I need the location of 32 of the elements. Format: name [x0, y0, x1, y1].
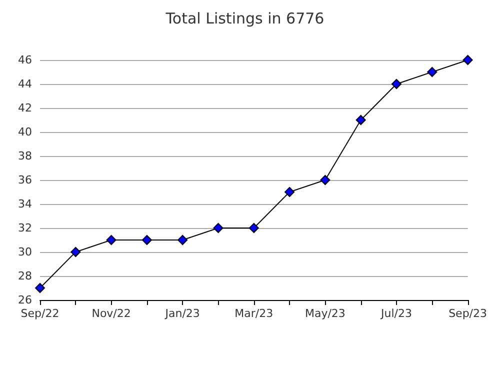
y-tick-label: 40 [18, 126, 32, 138]
point [462, 55, 473, 65]
x-tick-label: Jan/23 [164, 307, 200, 320]
point [356, 115, 366, 125]
point [248, 223, 259, 233]
point [391, 79, 402, 89]
x-tick-label: Sep/22 [20, 307, 60, 320]
point [427, 67, 438, 77]
point [320, 175, 330, 185]
y-tick-label: 30 [18, 246, 32, 258]
y-tick-label: 28 [18, 270, 32, 282]
y-tick-label: 44 [18, 78, 32, 90]
x-tick-label: Jul/23 [380, 307, 412, 320]
point [213, 223, 224, 233]
y-tick-label: 26 [18, 294, 32, 306]
point [284, 187, 295, 197]
y-tick-label: 46 [18, 54, 32, 66]
x-tick-label: Nov/22 [92, 307, 131, 320]
y-tick-label: 38 [18, 150, 32, 162]
point [70, 247, 81, 257]
point [106, 235, 116, 245]
y-tick-label: 32 [18, 222, 32, 234]
chart-title: Total Listings in 6776 [164, 10, 324, 28]
y-tick-label: 42 [18, 102, 32, 114]
y-tick-label: 36 [18, 174, 32, 186]
x-tick-label: Mar/23 [234, 307, 274, 320]
point [35, 283, 45, 293]
x-tick-label: Sep/23 [448, 307, 487, 320]
point [178, 235, 188, 245]
point [142, 235, 152, 245]
y-tick-label: 34 [18, 198, 32, 210]
x-tick-label: May/23 [304, 307, 346, 320]
